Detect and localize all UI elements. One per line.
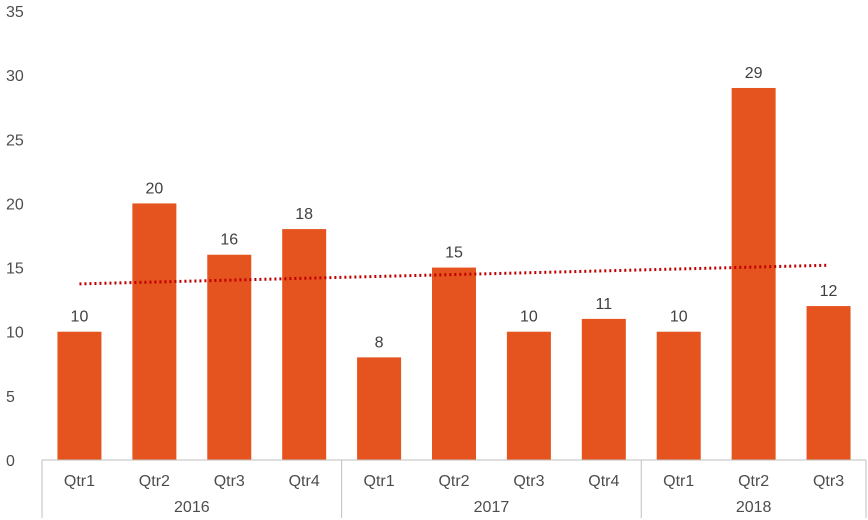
x-group-label: 2018 — [736, 499, 772, 516]
y-tick-label: 0 — [6, 453, 15, 470]
data-label: 12 — [820, 283, 838, 300]
x-axis: Qtr1 Qtr2 Qtr3 Qtr4 Qtr1 Qtr2 Qtr3 Qtr4 Qtr1 Qtr2… — [41, 459, 867, 518]
y-tick-label: 25 — [6, 132, 24, 149]
x-tick-label: Qtr4 — [588, 473, 619, 490]
bar — [207, 254, 252, 460]
bar — [432, 267, 476, 460]
y-tick-label: 35 — [6, 4, 24, 21]
bar — [57, 331, 102, 460]
x-group-label: 2017 — [474, 499, 510, 516]
data-label: 29 — [745, 65, 763, 82]
bar — [731, 87, 776, 460]
data-label: 10 — [520, 309, 538, 326]
bar — [656, 331, 701, 460]
bar — [132, 203, 177, 460]
x-tick-label: Qtr3 — [214, 473, 245, 490]
y-axis: 0 5 10 15 20 25 30 35 — [6, 4, 24, 470]
data-label: 10 — [71, 309, 89, 326]
y-tick-label: 30 — [6, 68, 24, 85]
bar — [282, 229, 327, 460]
bar — [581, 318, 626, 460]
x-tick-label: Qtr1 — [663, 473, 694, 490]
bar — [357, 357, 402, 460]
data-label: 16 — [220, 232, 238, 249]
x-tick-label: Qtr1 — [64, 473, 95, 490]
y-tick-label: 15 — [6, 261, 24, 278]
x-tick-label: Qtr3 — [513, 473, 544, 490]
y-tick-label: 20 — [6, 196, 24, 213]
bars — [57, 87, 851, 460]
bar — [506, 331, 551, 460]
x-tick-label: Qtr2 — [738, 473, 769, 490]
data-label: 8 — [375, 334, 384, 351]
data-label: 20 — [145, 180, 163, 197]
data-labels: 10 20 16 18 8 15 10 11 10 29 12 — [71, 65, 838, 351]
data-label: 11 — [596, 296, 613, 313]
x-tick-label: Qtr2 — [139, 473, 170, 490]
x-tick-label: Qtr3 — [813, 473, 844, 490]
data-label: 15 — [445, 245, 463, 262]
x-tick-label: Qtr2 — [438, 473, 469, 490]
x-tick-label: Qtr1 — [364, 473, 395, 490]
data-label: 10 — [670, 309, 688, 326]
data-label: 18 — [295, 206, 313, 223]
y-tick-label: 10 — [6, 325, 24, 342]
x-group-label: 2016 — [174, 499, 210, 516]
x-tick-label: Qtr4 — [289, 473, 320, 490]
y-tick-label: 5 — [6, 389, 15, 406]
bar — [806, 306, 851, 460]
